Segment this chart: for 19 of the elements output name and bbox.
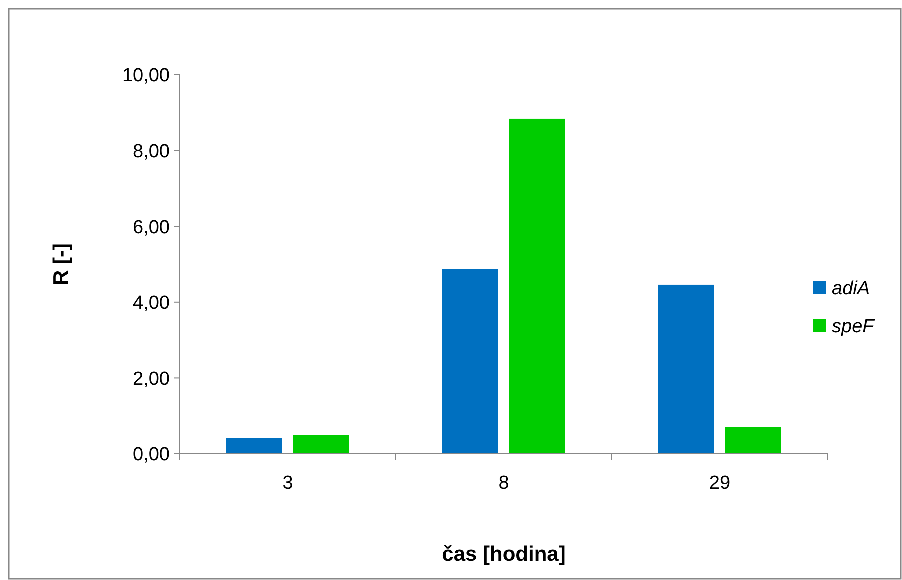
legend-label: adiA — [832, 278, 870, 300]
y-tick-label: 0,00 — [133, 444, 170, 466]
y-tick-label: 8,00 — [133, 141, 170, 162]
y-tick-label: 4,00 — [133, 293, 170, 314]
bar — [442, 269, 498, 454]
bar — [510, 118, 566, 454]
x-tick-label: 3 — [282, 473, 294, 494]
y-tick-label: 2,00 — [133, 368, 170, 390]
bar — [726, 427, 782, 454]
bar — [294, 435, 350, 454]
y-tick-label: 6,00 — [133, 217, 170, 238]
x-tick-label: 29 — [709, 473, 731, 494]
x-tick-label: 8 — [498, 473, 510, 494]
x-axis-title: čas [hodina] — [442, 543, 566, 566]
bar — [226, 438, 282, 454]
legend-label: speF — [832, 316, 876, 338]
y-axis-title: R [-] — [50, 244, 73, 286]
bar — [658, 284, 714, 454]
y-tick-label: 10,00 — [122, 66, 170, 87]
